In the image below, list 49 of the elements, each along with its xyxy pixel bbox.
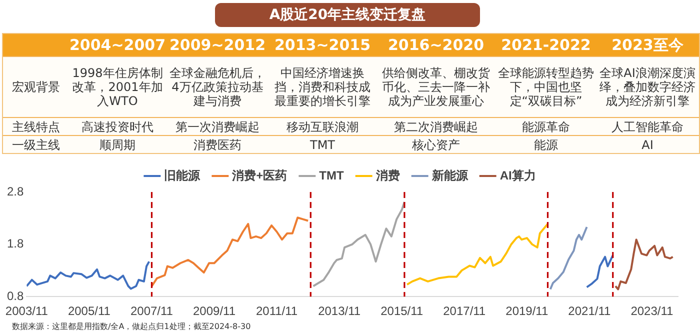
text: 主线特点 (11, 118, 61, 135)
text: TMT (308, 136, 336, 153)
text: 能源革命 (521, 118, 571, 135)
text: 一级主线 (11, 136, 61, 153)
y-tick-label: 0.8 (6, 288, 24, 303)
legend-label: 新能源 (430, 168, 469, 182)
text: 顺周期 (98, 136, 136, 153)
text: 2009~2012 (168, 35, 267, 56)
legend-label: AI算力 (500, 168, 536, 182)
text: 人工智能革命 (610, 118, 684, 135)
text: 核心资产 (411, 136, 461, 153)
text: 高速投资时代 (80, 118, 154, 135)
text: 全球AI浪潮深度演绎，叠加数字经济成为经济新引擎 (598, 65, 696, 110)
x-tick-label: 2007/11 (130, 304, 174, 318)
x-tick-label: 2003/11 (5, 304, 48, 318)
text: 宏观背景 (11, 79, 61, 96)
text: 能源 (533, 136, 559, 153)
x-tick-label: 2017/11 (443, 304, 486, 318)
text: AI (640, 136, 654, 153)
x-tick-label: 2015/11 (380, 304, 424, 318)
text: 全球能源转型趋势下，中国也坚定“双碳目标” (497, 65, 595, 110)
x-tick-label: 2009/11 (193, 304, 236, 318)
y-tick-label: 1.8 (6, 236, 24, 251)
x-tick-label: 2023/11 (630, 304, 674, 318)
text: 2021-2022 (500, 35, 592, 56)
legend-label: 消费 (374, 168, 400, 182)
legend-label: 旧能源 (164, 168, 202, 182)
text: 2016~2020 (386, 35, 486, 56)
x-tick-label: 2011/11 (256, 304, 298, 318)
text: 第一次消费崛起 (174, 118, 260, 135)
source-note: 数据来源：这里都是用指数/全A，做起点归1处理；截至2024-8-30 (12, 321, 251, 332)
text: 移动互联浪潮 (286, 118, 360, 135)
x-tick-label: 2013/11 (318, 304, 361, 318)
text: 第二次消费崛起 (393, 118, 479, 135)
text: 供给侧改革、棚改货币化、三去一降一补成为产业发展重心 (381, 65, 491, 110)
text: 2023至今 (610, 35, 684, 56)
text: 消费医药 (192, 136, 242, 153)
text: 2013~2015 (273, 35, 372, 56)
text: 1998年住房体制改革，2001年加入WTO (71, 65, 164, 110)
legend-label: 消费+医药 (231, 168, 288, 182)
x-tick-label: 2005/11 (68, 304, 111, 318)
y-tick-label: 2.8 (6, 184, 24, 198)
x-tick-label: 2019/11 (506, 304, 548, 318)
text: 全球金融危机后，4万亿政策拉动基建与消费 (168, 65, 266, 110)
text: 2004~2007 (69, 35, 166, 56)
text: 中国经济增速换挡，消费和科技成最重要的增长引擎 (274, 65, 372, 110)
text: A股近20年主线变迁复盘 (215, 3, 480, 27)
legend-label: TMT (319, 168, 344, 182)
x-tick-label: 2021/11 (568, 304, 611, 318)
